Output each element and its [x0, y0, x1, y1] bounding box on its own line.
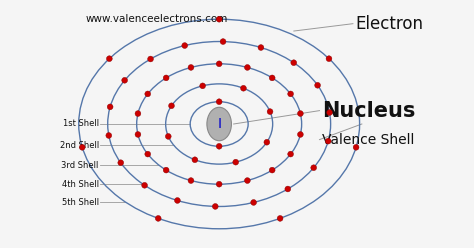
Circle shape	[258, 45, 264, 50]
Circle shape	[251, 200, 256, 205]
Circle shape	[245, 178, 250, 184]
Circle shape	[118, 160, 124, 166]
Circle shape	[269, 167, 275, 173]
Text: Nucleus: Nucleus	[322, 101, 415, 121]
Circle shape	[233, 159, 238, 165]
Circle shape	[79, 144, 85, 150]
Circle shape	[311, 165, 317, 171]
Text: 4th Shell: 4th Shell	[62, 180, 99, 189]
Circle shape	[182, 43, 188, 48]
Circle shape	[122, 77, 128, 83]
Circle shape	[169, 103, 174, 109]
Circle shape	[165, 133, 171, 139]
Circle shape	[220, 39, 226, 44]
Circle shape	[135, 111, 141, 117]
Circle shape	[291, 60, 297, 66]
Circle shape	[327, 110, 332, 115]
Circle shape	[163, 75, 169, 81]
Text: Valence Shell: Valence Shell	[322, 133, 414, 147]
Ellipse shape	[207, 107, 231, 141]
Text: 5th Shell: 5th Shell	[62, 197, 99, 207]
Circle shape	[188, 64, 194, 70]
Circle shape	[264, 139, 270, 145]
Circle shape	[142, 182, 147, 188]
Circle shape	[163, 167, 169, 173]
Text: 3rd Shell: 3rd Shell	[62, 161, 99, 170]
Circle shape	[106, 133, 112, 138]
Text: 1st Shell: 1st Shell	[63, 120, 99, 128]
Text: I: I	[217, 117, 221, 131]
Circle shape	[174, 198, 180, 203]
Circle shape	[216, 181, 222, 187]
Circle shape	[145, 91, 151, 97]
Circle shape	[216, 16, 222, 22]
Circle shape	[325, 138, 331, 144]
Circle shape	[216, 61, 222, 67]
Circle shape	[241, 85, 246, 91]
Circle shape	[269, 75, 275, 81]
Circle shape	[107, 104, 113, 110]
Circle shape	[147, 56, 154, 62]
Text: 2nd Shell: 2nd Shell	[60, 141, 99, 150]
Circle shape	[216, 143, 222, 149]
Circle shape	[298, 131, 303, 137]
Circle shape	[145, 151, 151, 157]
Text: www.valenceelectrons.com: www.valenceelectrons.com	[86, 14, 228, 24]
Circle shape	[298, 111, 303, 117]
Circle shape	[107, 56, 112, 62]
Circle shape	[353, 144, 359, 150]
Circle shape	[200, 83, 206, 89]
Circle shape	[216, 99, 222, 105]
Circle shape	[245, 64, 250, 70]
Circle shape	[192, 157, 198, 163]
Circle shape	[288, 151, 293, 157]
Circle shape	[288, 91, 293, 97]
Circle shape	[326, 56, 332, 62]
Circle shape	[277, 216, 283, 221]
Circle shape	[155, 216, 161, 221]
Text: Electron: Electron	[355, 15, 423, 33]
Circle shape	[212, 204, 218, 209]
Circle shape	[135, 131, 141, 137]
Circle shape	[188, 178, 194, 184]
Circle shape	[285, 186, 291, 192]
Circle shape	[267, 109, 273, 115]
Circle shape	[315, 82, 320, 88]
